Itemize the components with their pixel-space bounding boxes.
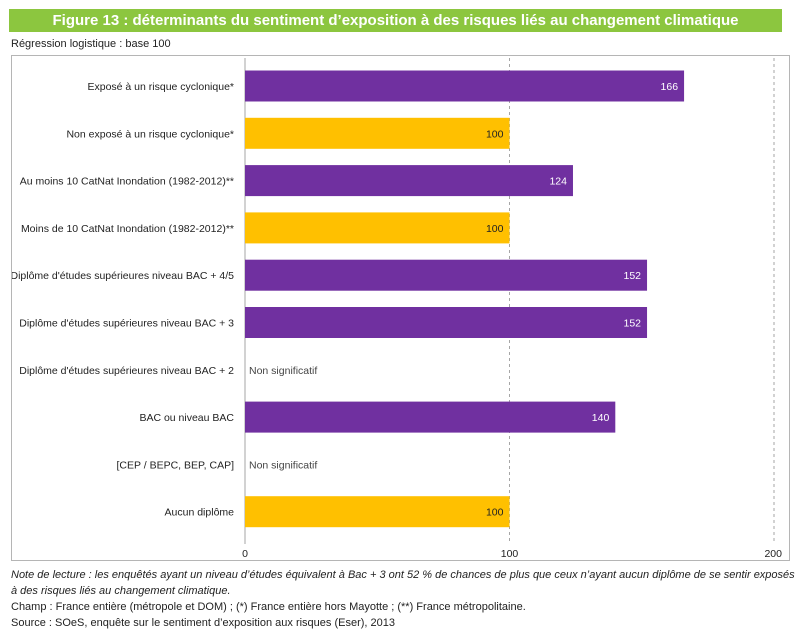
bar: [245, 165, 573, 197]
data-label: 100: [486, 507, 504, 519]
data-label: 100: [486, 128, 504, 140]
bar: [245, 117, 510, 149]
data-label: Non significatif: [249, 365, 317, 377]
bar: [245, 70, 685, 102]
bar-chart: Exposé à un risque cyclonique* 166 Non exp…: [12, 58, 782, 560]
data-label: 152: [624, 318, 642, 330]
data-label: 124: [549, 176, 567, 188]
category-label: [CEP / BEPC, BEP, CAP]: [117, 459, 235, 471]
reading-note: Note de lecture : les enquêtés ayant un …: [11, 569, 795, 597]
source-note: Source : SOeS, enquête sur le sentiment …: [11, 617, 395, 629]
data-label: 166: [661, 81, 679, 93]
bar: [245, 401, 616, 433]
scope-note: Champ : France entière (métropole et DOM…: [11, 601, 526, 613]
x-tick-label: 200: [764, 548, 782, 560]
data-label: Non significatif: [249, 459, 317, 471]
category-label: Diplôme d'études supérieures niveau BAC …: [19, 318, 234, 330]
data-label: 152: [624, 270, 642, 282]
category-label: Aucun diplôme: [165, 507, 235, 519]
bar: [245, 212, 510, 244]
category-label: Diplôme d'études supérieures niveau BAC …: [12, 270, 234, 282]
bar: [245, 307, 648, 338]
chart-subtitle: Régression logistique : base 100: [11, 38, 171, 50]
bar: [245, 259, 648, 291]
x-tick-label: 0: [242, 548, 248, 560]
bar: [245, 496, 510, 528]
category-label: Non exposé à un risque cyclonique*: [66, 128, 234, 140]
figure-title: Figure 13 : déterminants du sentiment d’…: [9, 9, 782, 32]
category-label: Exposé à un risque cyclonique*: [87, 81, 234, 93]
figure-notes: Note de lecture : les enquêtés ayant un …: [11, 567, 796, 631]
data-label: 140: [592, 412, 610, 424]
x-tick-label: 100: [501, 548, 519, 560]
chart-frame: Exposé à un risque cyclonique* 166 Non exp…: [11, 55, 790, 561]
data-label: 100: [486, 223, 504, 235]
category-label: Moins de 10 CatNat Inondation (1982-2012…: [21, 223, 234, 235]
category-label: Diplôme d'études supérieures niveau BAC …: [19, 365, 234, 377]
category-label: Au moins 10 CatNat Inondation (1982-2012…: [20, 176, 234, 188]
category-label: BAC ou niveau BAC: [139, 412, 234, 424]
